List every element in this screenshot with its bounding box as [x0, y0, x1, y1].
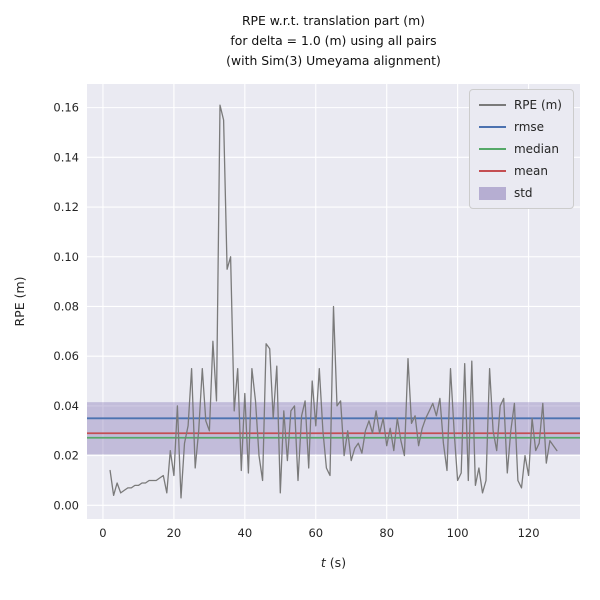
y-tick-label: 0.06 — [53, 349, 79, 363]
y-tick-label: 0.00 — [53, 498, 79, 512]
y-tick-label: 0.08 — [53, 299, 79, 313]
y-tick-label: 0.10 — [53, 250, 79, 264]
chart-title-line-3: (with Sim(3) Umeyama alignment) — [226, 53, 441, 69]
legend-item-std: std — [478, 185, 562, 201]
chart-title-line-2: for delta = 1.0 (m) using all pairs — [230, 33, 437, 49]
x-tick-label: 20 — [167, 526, 182, 540]
legend-swatch-std-patch — [478, 186, 506, 200]
y-axis-label: RPE (m) — [12, 276, 27, 326]
legend-label-median: median — [513, 142, 559, 156]
legend-swatch-rmse-line — [478, 125, 506, 129]
legend-label-mean: mean — [513, 164, 548, 178]
x-tick-label: 60 — [308, 526, 323, 540]
legend-swatch-rpe-line — [478, 103, 506, 107]
chart-title: RPE w.r.t. translation part (m) for delt… — [87, 11, 580, 72]
legend-item-rmse: rmse — [478, 119, 562, 135]
legend-item-mean: mean — [478, 163, 562, 179]
legend-swatch-mean-line — [478, 169, 506, 173]
x-tick-label: 100 — [447, 526, 469, 540]
legend: RPE (m) rmse median mean std — [468, 89, 574, 209]
x-tick-label: 80 — [379, 526, 394, 540]
y-tick-label: 0.14 — [53, 150, 79, 164]
legend-label-std: std — [513, 186, 533, 200]
x-tick-label: 40 — [238, 526, 253, 540]
y-tick-label: 0.02 — [53, 449, 79, 463]
x-axis-label: t (s) — [321, 555, 346, 570]
legend-label-rmse: rmse — [513, 120, 545, 134]
y-tick-label: 0.16 — [53, 101, 79, 115]
legend-label-rpe: RPE (m) — [513, 98, 562, 112]
legend-item-median: median — [478, 141, 562, 157]
x-tick-label: 0 — [99, 526, 106, 540]
legend-item-rpe: RPE (m) — [478, 97, 562, 113]
rpe-line — [109, 104, 558, 499]
y-tick-label: 0.04 — [53, 399, 79, 413]
x-tick-label: 120 — [518, 526, 540, 540]
legend-swatch-median-line — [478, 147, 506, 151]
chart-title-line-1: RPE w.r.t. translation part (m) — [241, 13, 426, 28]
y-tick-label: 0.12 — [53, 200, 79, 214]
